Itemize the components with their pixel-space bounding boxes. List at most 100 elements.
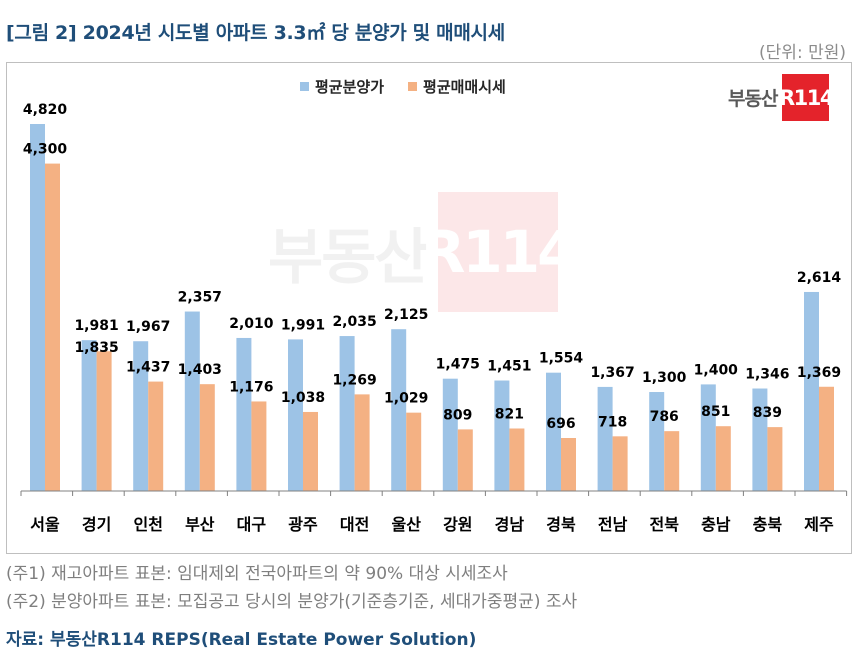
watermark-logo: 부동산 R114: [268, 192, 577, 312]
x-tick-label: 울산: [391, 515, 421, 534]
chart-legend: 평균분양가 평균매매시세: [300, 76, 530, 97]
footnotes: (주1) 재고아파트 표본: 임대제외 전국아파트의 약 90% 대상 시세조사…: [6, 560, 577, 616]
data-label-supply: 1,300: [642, 370, 687, 386]
bar-supply: [30, 124, 45, 491]
legend-label-supply: 평균분양가: [315, 78, 385, 96]
logo-box: R114: [779, 74, 834, 121]
data-label-trade: 696: [546, 416, 575, 432]
bar-trade: [148, 381, 164, 491]
brand-logo: 부동산 R114: [728, 74, 834, 121]
bar-trade: [354, 394, 370, 491]
legend-swatch-supply: [300, 82, 309, 91]
bar-supply: [339, 336, 355, 491]
data-label-supply: 2,010: [229, 316, 274, 332]
data-label-supply: 1,475: [436, 357, 480, 373]
legend-label-trade: 평균매매시세: [423, 78, 506, 96]
x-tick-label: 전북: [649, 515, 679, 534]
bar-supply: [700, 384, 716, 491]
data-label-trade: 1,029: [384, 391, 428, 407]
bar-trade: [612, 436, 628, 491]
source-line: 자료: 부동산R114 REPS(Real Estate Power Solut…: [6, 630, 477, 650]
data-label-supply: 2,125: [384, 307, 428, 323]
bar-trade: [96, 351, 112, 491]
bar-supply: [752, 388, 768, 491]
legend-swatch-trade: [408, 82, 418, 91]
x-tick-label: 경남: [495, 515, 525, 534]
footnote-2: (주2) 분양아파트 표본: 모집공고 당시의 분양가(기준층기준, 세대가중평…: [6, 592, 578, 612]
data-label-trade: 821: [495, 406, 524, 422]
x-tick-label: 충남: [701, 515, 731, 534]
chart-frame: [6, 62, 852, 554]
bar-supply: [236, 337, 252, 491]
data-label-trade: 4,300: [23, 142, 68, 158]
data-label-supply: 1,981: [74, 318, 118, 334]
bar-trade: [251, 401, 267, 491]
figure-title: [그림 2] 2024년 시도별 아파트 3.3㎡ 당 분양가 및 매매시세: [6, 22, 505, 44]
bar-trade: [715, 426, 731, 491]
bar-trade: [45, 163, 60, 491]
bar-trade: [767, 427, 783, 491]
bar-supply: [442, 378, 458, 491]
bar-supply: [546, 372, 561, 491]
data-label-trade: 718: [598, 414, 627, 430]
x-tick-label: 대구: [237, 515, 267, 534]
x-tick-label: 전남: [598, 515, 628, 534]
x-tick-label: 대전: [340, 515, 369, 534]
x-tick-label: 경기: [82, 515, 111, 534]
x-tick-label: 강원: [443, 515, 472, 534]
watermark-box: R114: [421, 192, 577, 312]
data-label-trade: 1,369: [797, 365, 841, 381]
watermark-text: 부동산: [268, 222, 430, 293]
footnote-1: (주1) 재고아파트 표본: 임대제외 전국아파트의 약 90% 대상 시세조사: [6, 564, 508, 584]
data-label-supply: 4,820: [23, 102, 68, 118]
bar-supply: [184, 311, 200, 491]
bar-trade: [819, 386, 834, 491]
x-tick-label: 서울: [30, 515, 60, 534]
data-label-trade: 1,403: [178, 362, 222, 378]
unit-label: (단위: 만원): [759, 43, 846, 63]
data-label-supply: 1,991: [281, 317, 325, 333]
data-label-trade: 839: [753, 405, 782, 421]
bar-supply: [649, 392, 665, 491]
x-tick-label: 제주: [804, 515, 834, 534]
data-label-trade: 1,437: [126, 360, 170, 376]
bar-supply: [81, 340, 97, 491]
bar-supply: [804, 291, 819, 491]
data-label-supply: 1,400: [694, 362, 739, 378]
bar-supply: [133, 341, 149, 491]
x-tick-label: 충북: [753, 515, 783, 534]
legend-item-trade: 평균매매시세: [408, 76, 506, 97]
bar-supply: [288, 339, 303, 491]
bar-supply: [391, 329, 407, 491]
data-label-supply: 1,346: [745, 367, 789, 383]
data-label-supply: 1,367: [590, 365, 634, 381]
data-label-supply: 2,357: [178, 290, 222, 306]
x-tick-label: 광주: [288, 515, 318, 534]
bar-trade: [457, 429, 473, 491]
bar-trade: [509, 428, 525, 491]
data-label-supply: 1,554: [539, 351, 584, 367]
data-label-trade: 1,835: [74, 340, 118, 356]
x-tick-label: 경북: [546, 515, 576, 534]
x-tick-label: 인천: [133, 515, 162, 534]
bar-trade: [664, 431, 680, 491]
data-label-trade: 851: [701, 404, 730, 420]
data-label-trade: 1,176: [229, 379, 273, 395]
legend-item-supply: 평균분양가: [300, 76, 384, 97]
data-label-supply: 2,035: [332, 314, 376, 330]
bar-supply: [597, 386, 613, 491]
data-label-trade: 1,038: [281, 390, 325, 406]
data-label-trade: 1,269: [332, 372, 376, 388]
data-label-supply: 2,614: [797, 270, 842, 286]
x-tick-label: 부산: [185, 515, 215, 534]
bar-trade: [199, 384, 215, 491]
data-label-trade: 809: [443, 407, 472, 423]
bar-trade: [561, 438, 576, 491]
data-label-trade: 786: [650, 409, 679, 425]
bar-supply: [494, 380, 510, 491]
logo-text: 부동산: [728, 88, 778, 110]
bar-trade: [303, 411, 318, 491]
bar-trade: [406, 412, 422, 491]
bar-chart: 4,820 4,300 서울 1,981 1,835 경기 1,967 1,437 인천 2,35…: [20, 102, 848, 534]
data-label-supply: 1,451: [487, 359, 531, 375]
